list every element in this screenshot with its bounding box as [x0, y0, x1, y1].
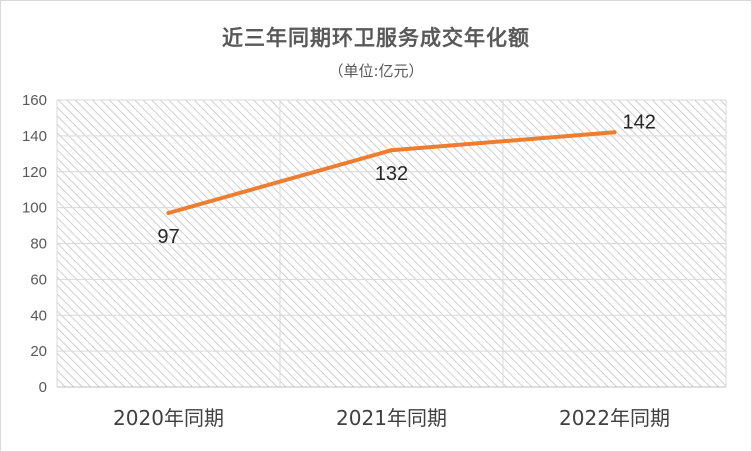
- y-tick-label: 20: [30, 343, 47, 360]
- y-tick-label: 160: [22, 92, 47, 109]
- data-label: 132: [375, 163, 408, 185]
- data-point: [612, 130, 617, 135]
- gridlines: [56, 99, 727, 388]
- x-tick-label: 2020年同期: [113, 406, 224, 430]
- x-tick-label: 2022年同期: [559, 406, 670, 430]
- data-point: [389, 148, 394, 153]
- data-labels: 97 132 142: [157, 111, 656, 248]
- data-label: 97: [157, 226, 179, 248]
- x-axis-ticks: 2020年同期 2021年同期 2022年同期: [113, 406, 670, 430]
- x-tick-label: 2021年同期: [336, 406, 447, 430]
- data-point: [166, 211, 171, 216]
- series-line-group: [166, 130, 617, 216]
- y-tick-label: 80: [30, 236, 47, 253]
- y-tick-label: 40: [30, 307, 47, 324]
- y-axis-ticks: 0 20 40 60 80 100 120 140 160: [22, 92, 47, 396]
- y-tick-label: 60: [30, 271, 47, 288]
- chart-subtitle: （单位:亿元）: [328, 62, 424, 80]
- chart-title: 近三年同期环卫服务成交年化额: [222, 25, 530, 50]
- y-tick-label: 100: [22, 200, 47, 217]
- y-tick-label: 120: [22, 164, 47, 181]
- y-tick-label: 140: [22, 128, 47, 145]
- y-tick-label: 0: [39, 379, 47, 396]
- data-label: 142: [623, 111, 656, 133]
